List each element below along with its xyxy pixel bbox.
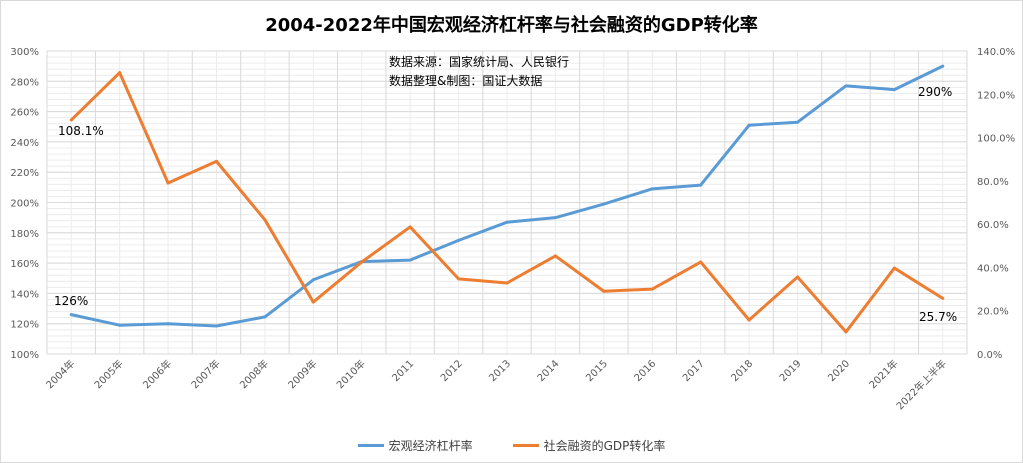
- x-axis-tick-label: 2004年: [43, 357, 77, 391]
- x-axis-tick-label: 2017: [681, 358, 707, 384]
- x-axis-tick-label: 2013: [487, 358, 513, 384]
- x-axis-tick-label: 2021年: [866, 357, 900, 391]
- x-axis-tick-label: 2006年: [140, 357, 174, 391]
- data-point: [263, 315, 267, 319]
- data-point: [505, 220, 509, 224]
- data-point: [941, 296, 945, 300]
- data-point: [457, 277, 461, 281]
- legend-label: 宏观经济杠杆率: [388, 439, 473, 453]
- legend: 宏观经济杠杆率 社会融资的GDP转化率: [1, 437, 1022, 454]
- left-axis-tick-label: 140%: [10, 289, 39, 300]
- source-note: 数据来源：国家统计局、人民银行: [389, 55, 570, 69]
- data-point: [699, 183, 703, 187]
- x-axis-tick-label: 2012: [439, 358, 465, 384]
- data-point: [796, 120, 800, 124]
- right-axis-tick-label: 120.0%: [977, 90, 1015, 101]
- x-axis-tick-label: 2010年: [334, 357, 368, 391]
- data-point: [892, 88, 896, 92]
- left-axis-tick-label: 160%: [10, 259, 39, 270]
- right-axis-tick-label: 60.0%: [977, 220, 1009, 231]
- data-point: [650, 187, 654, 191]
- author-note: 数据整理&制图：国证大数据: [389, 74, 543, 88]
- data-point: [457, 238, 461, 242]
- data-label: 25.7%: [919, 310, 957, 324]
- data-point: [214, 159, 218, 163]
- data-point: [408, 225, 412, 229]
- data-point: [796, 275, 800, 279]
- data-point: [118, 71, 122, 75]
- legend-label: 社会融资的GDP转化率: [543, 439, 666, 453]
- x-axis-tick-label: 2020: [826, 358, 852, 384]
- data-point: [360, 260, 364, 264]
- x-axis-tick-label: 2009年: [285, 357, 319, 391]
- right-axis-tick-label: 20.0%: [977, 307, 1009, 318]
- x-axis-tick-label: 2011: [391, 358, 417, 384]
- data-label: 290%: [918, 85, 952, 99]
- x-axis-tick-label: 2022年上半年: [893, 357, 948, 412]
- legend-swatch: [512, 444, 539, 447]
- chart-title: 2004-2022年中国宏观经济杠杆率与社会融资的GDP转化率: [265, 15, 758, 36]
- data-point: [553, 216, 557, 220]
- x-axis-tick-label: 2019: [778, 358, 804, 384]
- x-axis-tick-label: 2018: [729, 358, 755, 384]
- x-axis-tick-label: 2007年: [188, 357, 222, 391]
- x-axis-tick-label: 2014: [536, 358, 562, 384]
- left-axis-tick-label: 100%: [10, 350, 39, 361]
- data-point: [844, 330, 848, 334]
- data-label: 108.1%: [58, 124, 104, 138]
- legend-item-leverage: 宏观经济杠杆率: [357, 437, 473, 454]
- right-axis-tick-label: 100.0%: [977, 134, 1015, 145]
- data-point: [747, 318, 751, 322]
- left-axis-tick-label: 180%: [10, 229, 39, 240]
- data-point: [602, 202, 606, 206]
- left-axis-tick-label: 220%: [10, 168, 39, 179]
- data-point: [263, 218, 267, 222]
- data-point: [166, 322, 170, 326]
- data-point: [69, 313, 73, 317]
- x-axis-tick-label: 2015: [584, 358, 610, 384]
- left-axis-tick-label: 260%: [10, 108, 39, 119]
- data-point: [69, 118, 73, 122]
- right-axis-tick-label: 40.0%: [977, 263, 1009, 274]
- data-point: [553, 254, 557, 258]
- data-point: [602, 289, 606, 293]
- left-axis-tick-label: 240%: [10, 138, 39, 149]
- data-point: [505, 281, 509, 285]
- legend-item-conversion: 社会融资的GDP转化率: [512, 437, 666, 454]
- data-point: [408, 258, 412, 262]
- data-point: [941, 64, 945, 68]
- right-axis-tick-label: 0.0%: [977, 350, 1002, 361]
- left-axis-tick-label: 200%: [10, 199, 39, 210]
- data-point: [892, 266, 896, 270]
- data-point: [650, 287, 654, 291]
- data-point: [166, 181, 170, 185]
- data-point: [699, 260, 703, 264]
- data-label: 126%: [54, 294, 88, 308]
- x-axis-tick-label: 2016: [633, 358, 659, 384]
- x-axis-tick-label: 2005年: [91, 357, 125, 391]
- legend-swatch: [357, 444, 384, 447]
- right-axis-tick-label: 80.0%: [977, 177, 1009, 188]
- right-axis-tick-label: 140.0%: [977, 47, 1015, 58]
- left-axis-tick-label: 280%: [10, 77, 39, 88]
- data-point: [747, 123, 751, 127]
- data-point: [214, 324, 218, 328]
- data-point: [118, 323, 122, 327]
- data-point: [844, 84, 848, 88]
- left-axis-tick-label: 300%: [10, 47, 39, 58]
- data-point: [311, 278, 315, 282]
- data-point: [311, 300, 315, 304]
- x-axis-tick-label: 2008年: [237, 357, 271, 391]
- left-axis-tick-label: 120%: [10, 320, 39, 331]
